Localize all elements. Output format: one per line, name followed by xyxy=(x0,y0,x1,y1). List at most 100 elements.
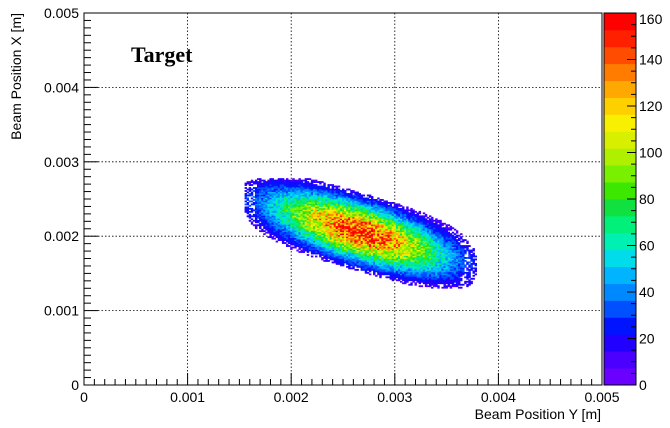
heatmap-cell xyxy=(333,216,337,219)
heatmap-cell xyxy=(354,194,357,197)
heatmap-cell xyxy=(391,246,395,249)
heatmap-cell xyxy=(348,227,351,230)
heatmap-cell xyxy=(246,188,250,191)
heatmap-cell xyxy=(269,222,272,225)
heatmap-cell xyxy=(435,237,438,240)
heatmap-cell xyxy=(443,261,446,264)
heatmap-cell xyxy=(335,185,339,188)
heatmap-cell xyxy=(364,231,368,234)
heatmap-cell xyxy=(424,274,428,277)
heatmap-cell xyxy=(290,221,293,224)
heatmap-cell xyxy=(302,243,306,246)
heatmap-cell xyxy=(466,276,469,279)
heatmap-cell xyxy=(402,245,405,247)
heatmap-cell xyxy=(402,230,405,233)
heatmap-cell xyxy=(288,215,291,218)
heatmap-cell xyxy=(373,271,376,274)
heatmap-cell xyxy=(360,209,364,212)
heatmap-cell xyxy=(339,222,343,225)
heatmap-cell xyxy=(277,193,281,195)
heatmap-cell xyxy=(366,240,370,243)
heatmap-cell xyxy=(416,267,419,270)
heatmap-cell xyxy=(263,197,266,200)
heatmap-cell xyxy=(377,201,380,204)
heatmap-cell xyxy=(292,184,295,186)
heatmap-cell xyxy=(399,274,403,277)
heatmap-cell xyxy=(449,225,453,228)
heatmap-cell xyxy=(414,237,417,240)
heatmap-cell xyxy=(389,255,393,258)
heatmap-cell xyxy=(458,267,461,270)
heatmap-cell xyxy=(312,240,316,243)
heatmap-cell xyxy=(379,265,382,268)
heatmap-cell xyxy=(354,249,357,252)
heatmap-cell xyxy=(337,188,341,191)
heatmap-cell xyxy=(300,251,303,253)
heatmap-cell xyxy=(319,236,322,239)
heatmap-cell xyxy=(277,200,281,203)
heatmap-cell xyxy=(393,271,397,274)
heatmap-cell xyxy=(329,219,332,222)
heatmap-cell xyxy=(397,219,401,222)
heatmap-cell xyxy=(455,248,459,250)
heatmap-cell xyxy=(360,210,364,213)
heatmap-cell xyxy=(333,204,337,207)
heatmap-cell xyxy=(335,225,339,228)
heatmap-cell xyxy=(391,279,395,282)
heatmap-cell xyxy=(350,264,353,267)
heatmap-cell xyxy=(333,257,337,259)
heatmap-cell xyxy=(445,243,448,246)
heatmap-cell xyxy=(348,225,351,228)
heatmap-cell xyxy=(321,224,324,227)
heatmap-cell xyxy=(319,216,322,219)
heatmap-cell xyxy=(298,216,301,219)
heatmap-cell xyxy=(327,222,330,225)
heatmap-cell xyxy=(337,246,341,249)
heatmap-cell xyxy=(393,273,397,276)
heatmap-cell xyxy=(428,221,432,224)
heatmap-cell xyxy=(364,209,368,212)
heatmap-cell xyxy=(472,249,475,252)
heatmap-cell xyxy=(428,240,432,243)
heatmap-cell xyxy=(283,218,287,221)
heatmap-cell xyxy=(468,270,471,273)
heatmap-cell xyxy=(393,233,397,236)
heatmap-cell xyxy=(302,194,306,197)
heatmap-cell xyxy=(310,182,314,185)
heatmap-cell xyxy=(306,199,310,201)
axis-ticks xyxy=(83,12,603,386)
heatmap-cell xyxy=(418,251,422,253)
heatmap-cell xyxy=(267,200,270,203)
heatmap-cell xyxy=(412,224,415,227)
heatmap-cell xyxy=(356,260,359,262)
heatmap-cell xyxy=(354,193,357,195)
heatmap-cell xyxy=(288,236,291,239)
heatmap-cell xyxy=(375,200,378,203)
heatmap-cell xyxy=(377,237,380,240)
heatmap-cell xyxy=(393,240,397,243)
heatmap-cell xyxy=(269,200,272,203)
heatmap-cell xyxy=(254,207,258,210)
heatmap-cell xyxy=(424,277,428,280)
heatmap-cell xyxy=(433,237,436,240)
heatmap-cell xyxy=(462,261,465,264)
heatmap-cell xyxy=(341,230,345,233)
heatmap-cell xyxy=(474,273,477,276)
heatmap-cell xyxy=(366,265,370,268)
heatmap-cell xyxy=(433,262,436,265)
heatmap-cell xyxy=(451,243,455,246)
heatmap-cell xyxy=(385,273,388,276)
heatmap-cell xyxy=(439,280,442,283)
heatmap-cell xyxy=(335,209,339,212)
heatmap-cell xyxy=(273,194,277,197)
heatmap-cell xyxy=(375,262,378,265)
heatmap-cell xyxy=(431,237,434,240)
heatmap-cell xyxy=(458,239,461,242)
heatmap-cell xyxy=(458,276,461,279)
heatmap-cell xyxy=(447,255,451,258)
heatmap-cell xyxy=(306,200,310,203)
heatmap-cell xyxy=(370,255,374,258)
heatmap-cell xyxy=(366,206,370,209)
heatmap-cell xyxy=(393,236,397,239)
heatmap-cell xyxy=(404,221,407,224)
